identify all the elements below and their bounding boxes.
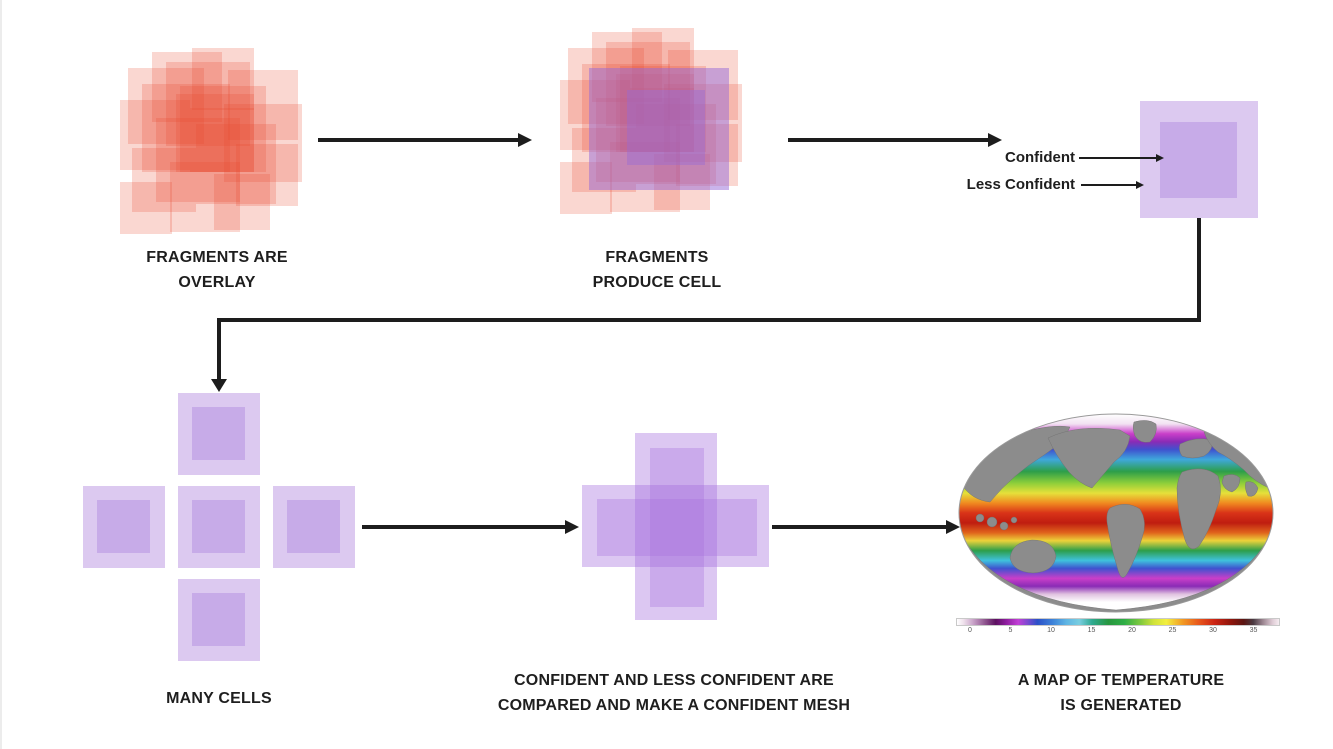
cell (273, 486, 355, 568)
fragments-with-cell-graphic (560, 28, 755, 214)
less-confident-label: Less Confident (966, 176, 1075, 193)
confident-region (1160, 122, 1237, 198)
land-arabia (1221, 474, 1241, 493)
fragment-square (228, 70, 298, 140)
fragment-square (156, 118, 240, 202)
colorbar-tick-label: 20 (1128, 627, 1136, 634)
fragment-square (132, 148, 196, 212)
fragment-square (170, 162, 240, 232)
land-indonesia (986, 516, 998, 528)
land-greenland (1133, 420, 1157, 443)
fragment-square (176, 94, 254, 172)
colorbar-tick-label: 5 (1008, 627, 1013, 634)
land-indonesia (999, 521, 1009, 531)
land-europe (1179, 438, 1213, 459)
fragment-square (128, 68, 204, 144)
confident-mesh-graphic (582, 433, 769, 620)
colorbar-tick-label: 15 (1087, 627, 1096, 634)
fragment-square (236, 144, 298, 206)
confident-label: Confident (1005, 149, 1075, 166)
fragment-square (166, 62, 250, 146)
fragment-square (190, 108, 254, 172)
step1-caption: FRAGMENTS ARE OVERLAY (146, 249, 288, 291)
temperature-colorbar-ticks: 0 5 10 15 20 25 30 35 (956, 627, 1280, 637)
cell-overlay-inner (627, 90, 705, 165)
fragment-square (120, 182, 172, 234)
colorbar-tick-label: 0 (968, 627, 972, 634)
land-south-america (1106, 504, 1145, 578)
fragment-square (152, 52, 222, 122)
cell (178, 579, 260, 661)
fragment-square (196, 124, 276, 204)
step5-caption: A MAP OF TEMPERATURE IS GENERATED (1017, 672, 1225, 714)
step4-caption: CONFIDENT AND LESS CONFIDENT ARE COMPARE… (497, 672, 851, 714)
colorbar-tick-label: 10 (1047, 627, 1055, 634)
land-africa (1176, 468, 1221, 550)
colorbar-tick-label: 25 (1168, 627, 1177, 634)
colorbar-tick-label: 35 (1249, 627, 1258, 634)
fragment-square (214, 174, 270, 230)
cell (178, 486, 260, 568)
land-indonesia (1010, 516, 1018, 524)
fragment-square (142, 84, 230, 172)
colorbar-tick-label: 30 (1209, 627, 1217, 634)
cell-overlay-outer (589, 68, 729, 190)
cell (178, 393, 260, 475)
land-india (1245, 481, 1259, 497)
fragment-square (120, 100, 190, 170)
fragment-square (192, 48, 254, 110)
fragment-square (180, 86, 266, 172)
land-indonesia (975, 513, 985, 523)
step3-caption: MANY CELLS (166, 690, 272, 707)
cell (83, 486, 165, 568)
temperature-map (958, 413, 1274, 613)
land-north-america (1047, 428, 1131, 489)
fragment-square (224, 104, 302, 182)
land-australia (1009, 539, 1057, 574)
overlaid-fragments-graphic (120, 48, 315, 234)
temperature-colorbar (956, 618, 1280, 626)
step2-caption: FRAGMENTS PRODUCE CELL (592, 249, 722, 291)
